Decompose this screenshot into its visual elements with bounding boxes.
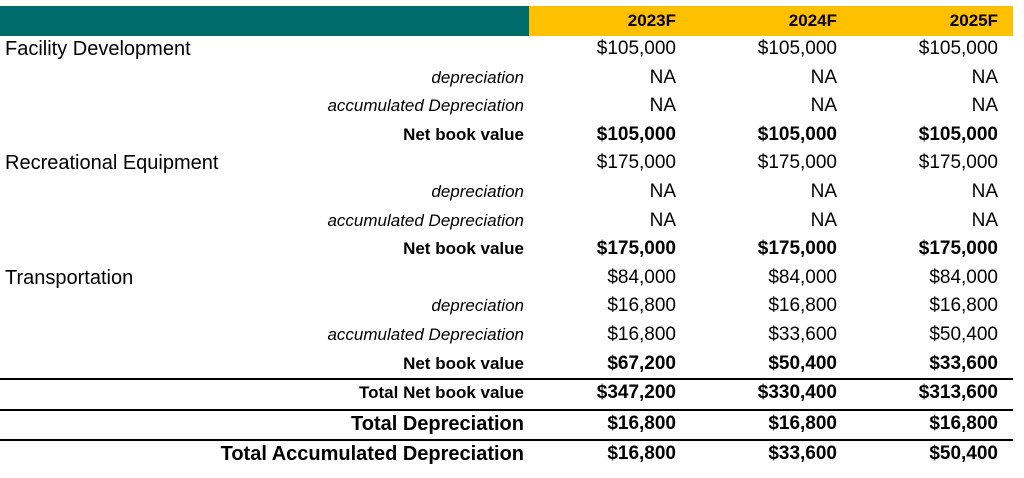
table-row: accumulated Depreciation $16,800 $33,600 $5…: [0, 321, 1013, 350]
table-row: Net book value $175,000 $175,000 $175,000: [0, 235, 1013, 264]
table-row: Net book value $67,200 $50,400 $33,600: [0, 350, 1013, 379]
row-label: depreciation: [431, 67, 524, 87]
table-row: Transportation $84,000 $84,000 $84,000: [0, 264, 1013, 293]
cell-value: $16,800: [929, 295, 998, 317]
cell-value: $175,000: [757, 152, 837, 174]
cell-value: NA: [810, 66, 837, 88]
cell-value: $84,000: [607, 266, 676, 288]
cell-value: NA: [649, 66, 676, 88]
cell-value: NA: [649, 95, 676, 117]
table-row: depreciation $16,800 $16,800 $16,800: [0, 292, 1013, 321]
total-divider: [0, 438, 1013, 441]
total-label: Total Net book value: [359, 383, 524, 402]
header-label-band: [0, 6, 529, 36]
cell-value: $105,000: [596, 123, 676, 145]
table-row: accumulated Depreciation NA NA NA: [0, 207, 1013, 236]
total-label: Total Accumulated Depreciation: [220, 443, 524, 465]
cell-value: NA: [971, 181, 998, 202]
row-label: accumulated Depreciation: [327, 96, 524, 116]
row-label: accumulated Depreciation: [327, 325, 524, 344]
year-header-2024: 2024F: [788, 11, 837, 30]
cell-value: $50,400: [768, 352, 837, 374]
row-label: accumulated Depreciation: [327, 210, 524, 230]
cell-value: $16,800: [607, 324, 676, 345]
table-row: Facility Development $105,000 $105,000 $105…: [0, 35, 1013, 64]
cell-value: NA: [810, 209, 837, 231]
cell-value: $105,000: [757, 38, 837, 59]
total-row: Total Depreciation $16,800 $16,800 $16,800: [0, 409, 1013, 439]
cell-value: NA: [810, 95, 837, 117]
total-value: $50,400: [929, 443, 998, 464]
cell-value: $33,600: [929, 352, 998, 374]
row-label: depreciation: [431, 296, 524, 316]
total-value: $16,800: [768, 413, 837, 434]
total-value: $16,800: [607, 413, 676, 434]
total-value: $347,200: [596, 382, 676, 403]
table-row: depreciation NA NA NA: [0, 178, 1013, 207]
header-year-band: [529, 6, 1013, 36]
total-value: $16,800: [607, 443, 676, 464]
cell-value: $105,000: [918, 123, 998, 145]
table-row: accumulated Depreciation NA NA NA: [0, 92, 1013, 121]
cell-value: NA: [649, 181, 676, 202]
cell-value: $105,000: [757, 123, 837, 145]
net-book-value-label: Net book value: [403, 353, 524, 373]
cell-value: $175,000: [757, 238, 837, 260]
cell-value: NA: [971, 66, 998, 88]
cell-value: $84,000: [929, 266, 998, 288]
cell-value: $175,000: [596, 238, 676, 260]
cell-value: NA: [971, 95, 998, 117]
cell-value: NA: [649, 209, 676, 231]
row-label: depreciation: [431, 182, 524, 201]
asset-name: Transportation: [5, 266, 134, 289]
cell-value: $105,000: [918, 38, 998, 59]
total-divider: [0, 378, 1013, 380]
total-value: $33,600: [768, 443, 837, 464]
cell-value: $175,000: [918, 152, 998, 174]
cell-value: $84,000: [768, 266, 837, 288]
year-header-2025: 2025F: [949, 11, 998, 30]
total-value: $313,600: [918, 382, 998, 403]
year-header-2023: 2023F: [627, 11, 676, 30]
table-header: 2023F 2024F 2025F: [0, 6, 1013, 36]
cell-value: $67,200: [607, 352, 676, 374]
cell-value: $33,600: [768, 324, 837, 345]
table-row: depreciation NA NA NA: [0, 64, 1013, 93]
cell-value: $16,800: [607, 295, 676, 317]
table-row: Net book value $105,000 $105,000 $105,000: [0, 121, 1013, 150]
cell-value: $175,000: [596, 152, 676, 174]
total-row: Total Net book value $347,200 $330,400 $313…: [0, 378, 1013, 408]
table-row: Recreational Equipment $175,000 $175,000 $1…: [0, 149, 1013, 178]
cell-value: $175,000: [918, 238, 998, 260]
asset-name: Facility Development: [5, 38, 191, 60]
total-label: Total Depreciation: [351, 413, 524, 435]
asset-name: Recreational Equipment: [5, 152, 219, 175]
cell-value: $105,000: [596, 38, 676, 59]
total-divider: [0, 408, 1013, 411]
total-row: Total Accumulated Depreciation $16,800 $33…: [0, 439, 1013, 469]
cell-value: NA: [810, 181, 837, 202]
total-value: $330,400: [757, 382, 837, 403]
net-book-value-label: Net book value: [403, 124, 524, 144]
cell-value: NA: [971, 209, 998, 231]
cell-value: $16,800: [768, 295, 837, 317]
cell-value: $50,400: [929, 324, 998, 345]
net-book-value-label: Net book value: [403, 239, 524, 259]
total-value: $16,800: [929, 413, 998, 434]
